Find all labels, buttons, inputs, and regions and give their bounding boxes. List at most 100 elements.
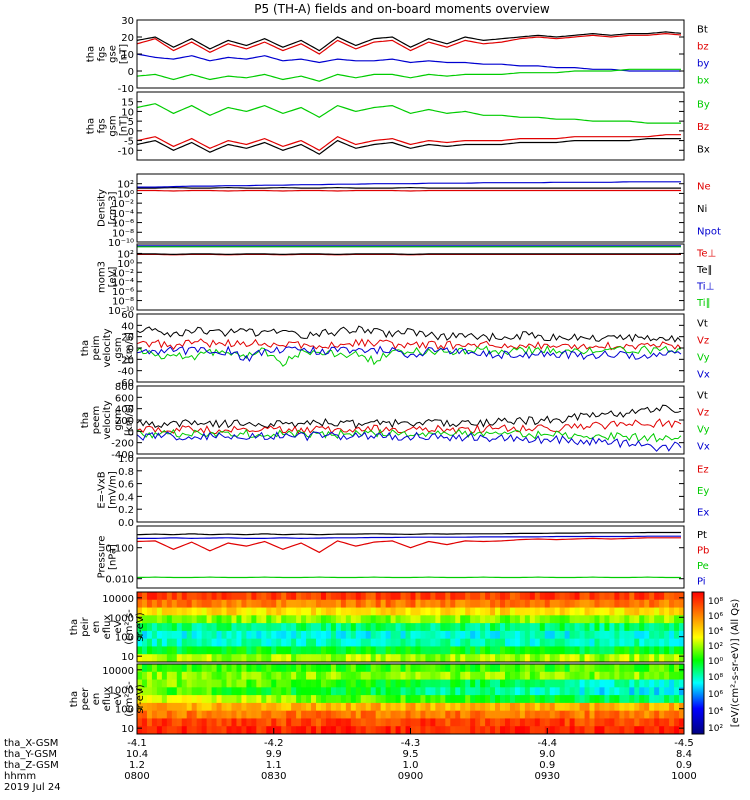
heatmap-cell (166, 664, 173, 673)
series-line-p3-2 (137, 181, 681, 188)
y-axis-label: fgs (97, 46, 108, 61)
heatmap-cell (569, 687, 575, 696)
heatmap-cell (589, 687, 595, 696)
heatmap-cell (390, 615, 396, 624)
heatmap-cell (146, 615, 153, 624)
heatmap-cell (246, 702, 252, 712)
heatmap-cell (599, 726, 605, 735)
heatmap-cell (514, 679, 521, 688)
legend-label: Ni (697, 204, 707, 215)
heatmap-cell (579, 695, 585, 704)
heatmap-cell (485, 695, 491, 704)
heatmap-cell (420, 718, 426, 727)
heatmap-cell (325, 671, 332, 680)
heatmap-cell (306, 726, 312, 735)
heatmap-cell (495, 702, 501, 712)
heatmap-cell (246, 638, 252, 647)
heatmap-cell (500, 687, 506, 696)
heatmap-cell (186, 664, 193, 673)
heatmap-cell (196, 718, 203, 727)
heatmap-cell (350, 726, 357, 735)
heatmap-cell (196, 654, 203, 663)
heatmap-cell (519, 654, 526, 663)
heatmap-cell (156, 726, 163, 735)
heatmap-cell (495, 623, 501, 632)
x-tick-label: -4.3 (401, 738, 421, 749)
heatmap-cell (495, 664, 501, 673)
heatmap-cell (161, 630, 168, 640)
heatmap-cell (544, 607, 551, 616)
heatmap-cell (246, 592, 252, 601)
heatmap-cell (569, 615, 575, 624)
heatmap-cell (186, 592, 193, 601)
heatmap-cell (146, 664, 153, 673)
heatmap-cell (649, 607, 655, 616)
y-tick-label: 20 (121, 33, 134, 44)
heatmap-cell (679, 607, 685, 616)
panel-frame (136, 173, 685, 243)
heatmap-cell (624, 687, 630, 696)
heatmap-cell (316, 630, 322, 640)
heatmap-cell (320, 638, 327, 647)
heatmap-cell (340, 710, 347, 719)
heatmap-cell (196, 615, 203, 624)
heatmap-cell (405, 726, 411, 735)
heatmap-cell (624, 592, 630, 601)
heatmap-cell (306, 718, 312, 727)
heatmap-cell (271, 664, 277, 673)
heatmap-cell (584, 630, 590, 640)
heatmap-cell (340, 607, 347, 616)
heatmap-cell (669, 671, 675, 680)
heatmap-cell (206, 671, 212, 680)
heatmap-cell (634, 654, 640, 663)
heatmap-cell (549, 623, 556, 632)
heatmap-cell (604, 718, 610, 727)
heatmap-cell (296, 687, 302, 696)
heatmap-cell (201, 623, 208, 632)
heatmap-cell (276, 615, 282, 624)
heatmap-cell (325, 695, 332, 704)
heatmap-cell (355, 718, 362, 727)
heatmap-cell (400, 710, 406, 719)
heatmap-cell (430, 702, 436, 712)
heatmap-cell (325, 646, 332, 655)
heatmap-cell (330, 671, 337, 680)
heatmap-cell (480, 646, 486, 655)
heatmap-cell (176, 599, 183, 608)
heatmap-cell (529, 630, 536, 640)
heatmap-cell (544, 695, 551, 704)
heatmap-cell (490, 710, 496, 719)
heatmap-cell (370, 718, 377, 727)
heatmap-cell (425, 630, 431, 640)
heatmap-cell (181, 638, 188, 647)
heatmap-cell (549, 607, 556, 616)
heatmap-cell (480, 607, 486, 616)
heatmap-cell (251, 702, 257, 712)
heatmap-cell (450, 702, 456, 712)
heatmap-cell (455, 687, 461, 696)
heatmap-cell (674, 679, 680, 688)
heatmap-cell (360, 599, 367, 608)
heatmap-cell (291, 630, 297, 640)
heatmap-cell (539, 615, 546, 624)
heatmap-cell (241, 687, 247, 696)
heatmap-cell (669, 710, 675, 719)
heatmap-cell (649, 695, 655, 704)
heatmap-cell (385, 654, 392, 663)
heatmap-cell (206, 630, 212, 640)
heatmap-cell (261, 687, 267, 696)
x-row-label: tha_X-GSM (4, 738, 58, 749)
heatmap-cell (191, 654, 198, 663)
heatmap-cell (390, 695, 396, 704)
heatmap-cell (271, 671, 277, 680)
heatmap-cell (251, 654, 257, 663)
heatmap-cell (624, 664, 630, 673)
heatmap-cell (619, 638, 625, 647)
heatmap-cell (519, 623, 526, 632)
heatmap-cell (440, 654, 446, 663)
heatmap-cell (634, 726, 640, 735)
y-tick-label: 800 (115, 382, 134, 393)
heatmap-cell (306, 671, 312, 680)
